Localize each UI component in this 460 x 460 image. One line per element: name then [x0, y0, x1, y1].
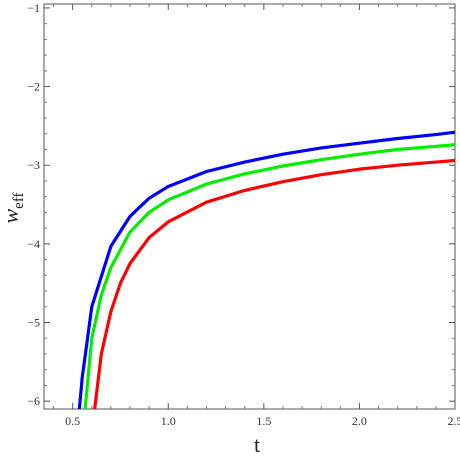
- x-tick-label: 2.0: [352, 414, 367, 428]
- y-tick-label: −4: [27, 237, 40, 251]
- y-tick-label: −3: [27, 158, 40, 172]
- y-tick-label: −1: [27, 1, 40, 15]
- x-axis-title: t: [254, 432, 260, 457]
- series-layer: [77, 130, 456, 410]
- y-tick-label: −2: [27, 80, 40, 94]
- x-tick-label: 2.5: [448, 414, 460, 428]
- x-axis-ticks: 0.5 1.0 1.5 2.0 2.5: [53, 4, 460, 428]
- y-axis-title: weff: [0, 192, 27, 223]
- x-tick-label: 0.5: [65, 414, 80, 428]
- plot-frame: [43, 3, 456, 410]
- y-tick-label: −5: [27, 315, 40, 329]
- y-tick-label: −6: [27, 394, 40, 408]
- y-axis-title-main: w: [0, 209, 23, 224]
- y-axis-title-subscript: eff: [11, 192, 27, 208]
- y-axis-ticks: −6 −5 −4 −3 −2 −1: [27, 1, 455, 408]
- series-line-2: [83, 143, 456, 410]
- series-line-3: [93, 158, 456, 410]
- series-line-1: [77, 130, 456, 410]
- x-tick-label: 1.0: [161, 414, 176, 428]
- x-tick-label: 1.5: [256, 414, 271, 428]
